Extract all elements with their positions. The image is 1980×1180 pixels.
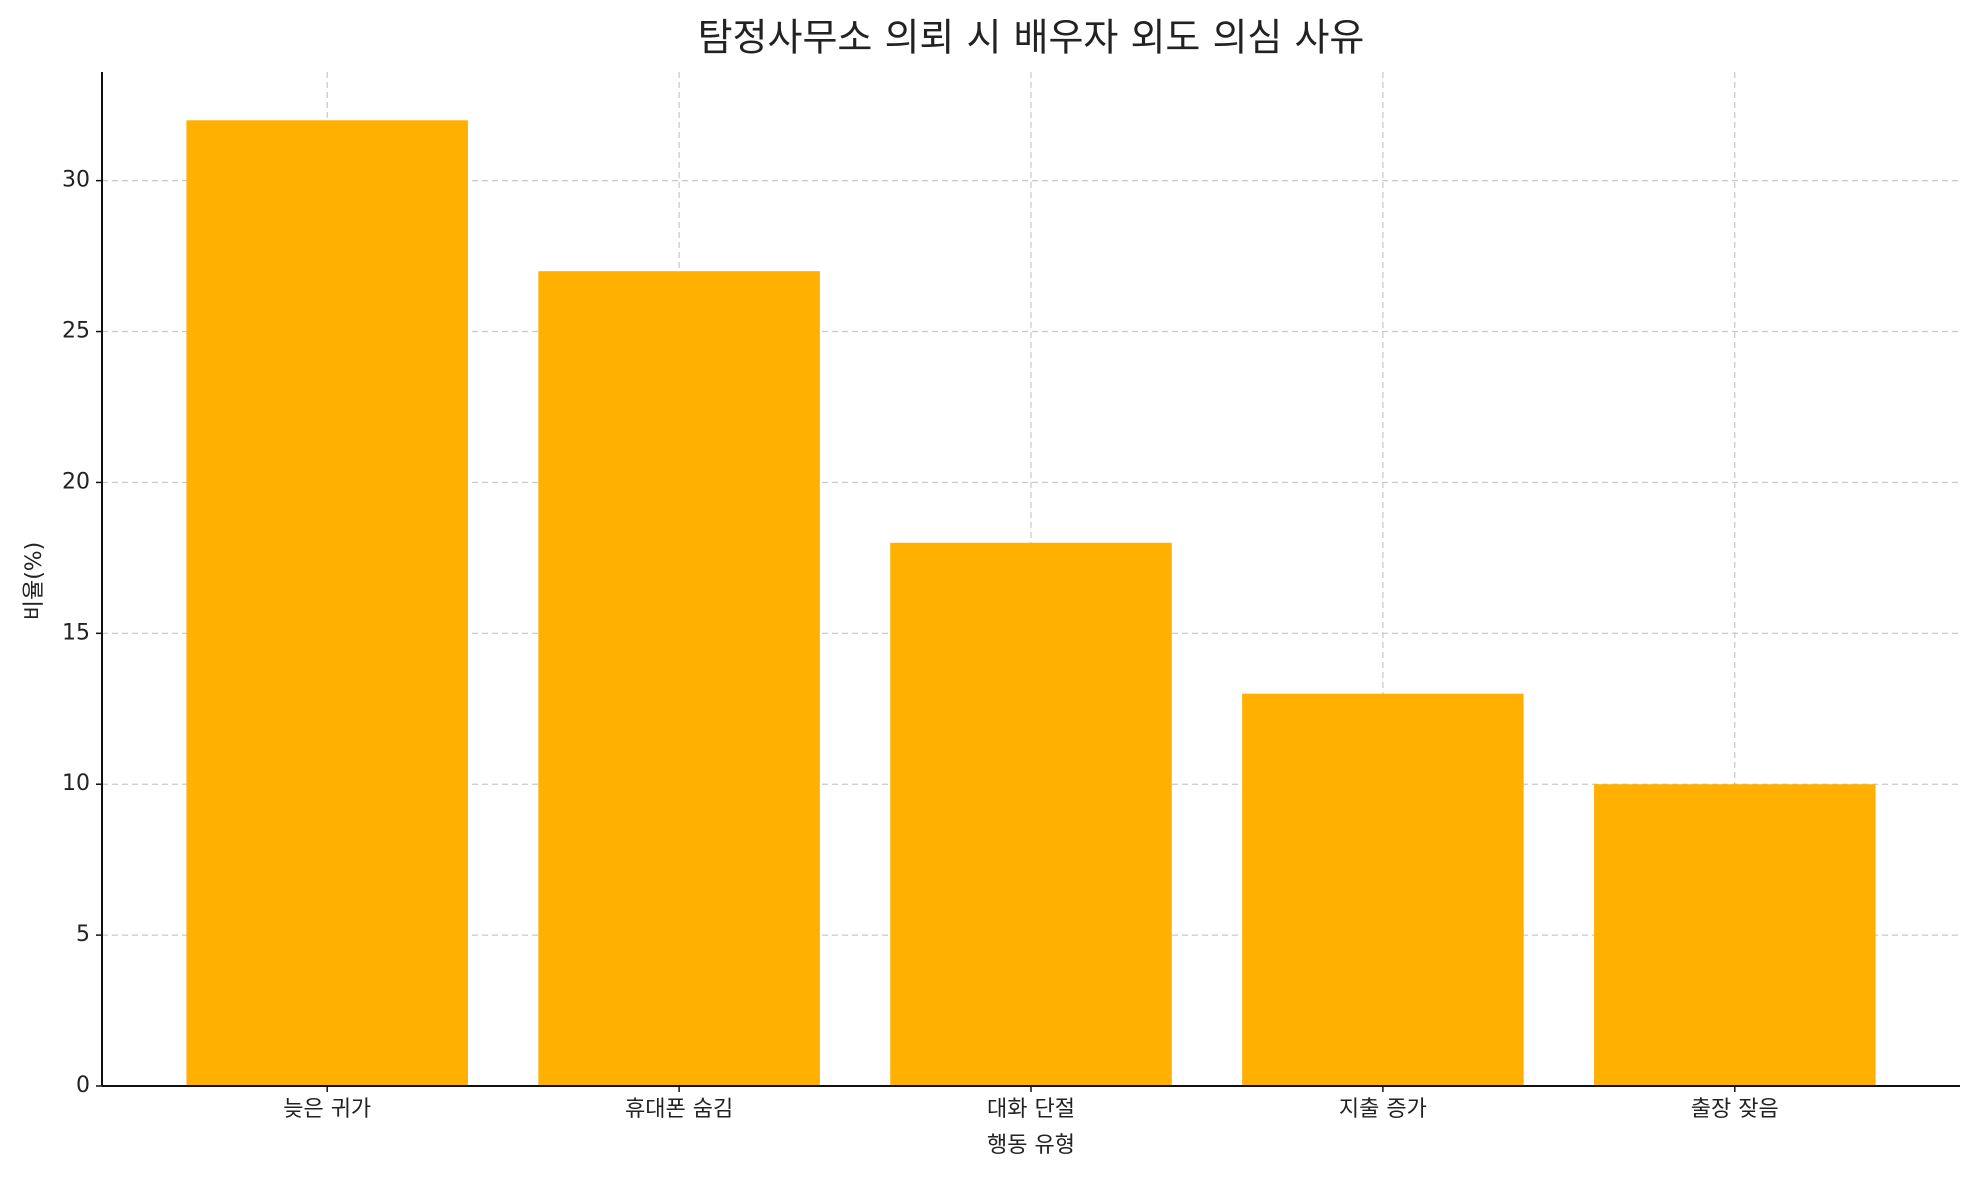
- bar: [890, 542, 1172, 1086]
- bar: [538, 271, 820, 1086]
- bar: [1594, 784, 1876, 1086]
- bar: [186, 120, 468, 1087]
- y-axis-label: 비율(%): [22, 542, 47, 621]
- x-axis-label: 행동 유형: [987, 1133, 1075, 1158]
- y-tick-label: 5: [76, 922, 90, 947]
- bar: [1242, 693, 1524, 1086]
- y-tick-label: 25: [62, 319, 90, 344]
- x-tick-label: 대화 단절: [987, 1097, 1075, 1122]
- y-tick-label: 0: [76, 1073, 90, 1098]
- x-tick-label: 출장 잦음: [1691, 1097, 1779, 1122]
- y-tick-label: 20: [62, 469, 90, 494]
- x-tick-label: 지출 증가: [1339, 1097, 1427, 1122]
- y-tick-label: 10: [62, 771, 90, 796]
- x-tick-label: 휴대폰 숨김: [625, 1097, 733, 1122]
- chart-title: 탐정사무소 의뢰 시 배우자 외도 의심 사유: [698, 16, 1365, 60]
- x-tick-label: 늦은 귀가: [283, 1097, 371, 1122]
- y-tick-label: 15: [62, 620, 90, 645]
- y-tick-label: 30: [62, 168, 90, 193]
